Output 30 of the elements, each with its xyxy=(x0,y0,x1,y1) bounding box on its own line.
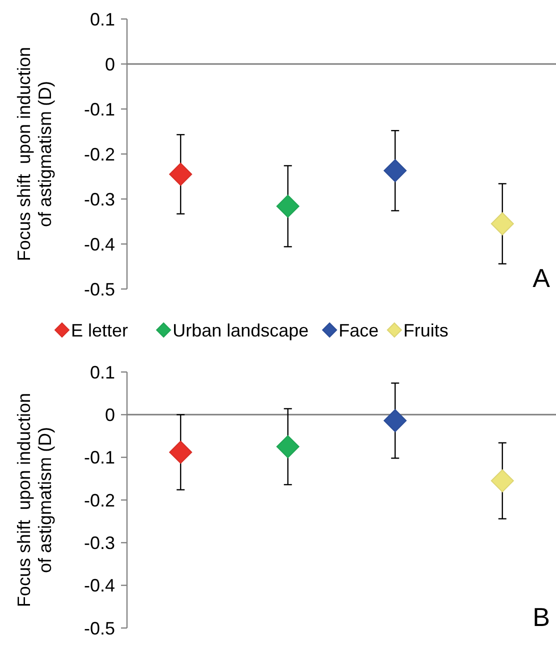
point xyxy=(490,469,514,492)
point xyxy=(276,435,300,458)
legend-label: E letter xyxy=(71,320,128,340)
y-tick-label: -0.2 xyxy=(84,490,115,510)
point xyxy=(169,440,192,464)
legend-label: Face xyxy=(338,320,379,340)
y-tick-label: -0.4 xyxy=(84,234,115,254)
point xyxy=(384,409,407,432)
y-tick-label: 0.1 xyxy=(90,362,115,382)
point xyxy=(276,194,300,218)
point xyxy=(169,162,192,186)
y-tick-label: -0.5 xyxy=(84,279,115,300)
y-axis-title: Focus shift upon induction of astigmatism (D) xyxy=(14,392,55,608)
y-tick-label: 0 xyxy=(104,404,115,425)
y-axis-title: Focus shift upon induction of astigmatism (D) xyxy=(14,46,55,262)
annotation: A xyxy=(532,263,551,293)
y-tick-label: -0.4 xyxy=(84,576,115,596)
annotation: B xyxy=(532,602,550,632)
y-tick-label: 0.1 xyxy=(90,9,115,30)
legend-label: Fruits xyxy=(403,320,448,340)
y-tick-label: -0.3 xyxy=(84,189,115,210)
y-tick-label: -0.1 xyxy=(84,99,115,120)
y-tick-label: -0.3 xyxy=(84,532,115,553)
y-tick-label: 0 xyxy=(104,54,115,74)
point xyxy=(490,212,514,236)
y-tick-label: -0.1 xyxy=(84,448,115,468)
y-tick-label: -0.2 xyxy=(84,144,115,164)
point xyxy=(384,159,407,182)
legend-label: Urban landscape xyxy=(172,320,309,340)
y-tick-label: -0.5 xyxy=(84,618,115,638)
